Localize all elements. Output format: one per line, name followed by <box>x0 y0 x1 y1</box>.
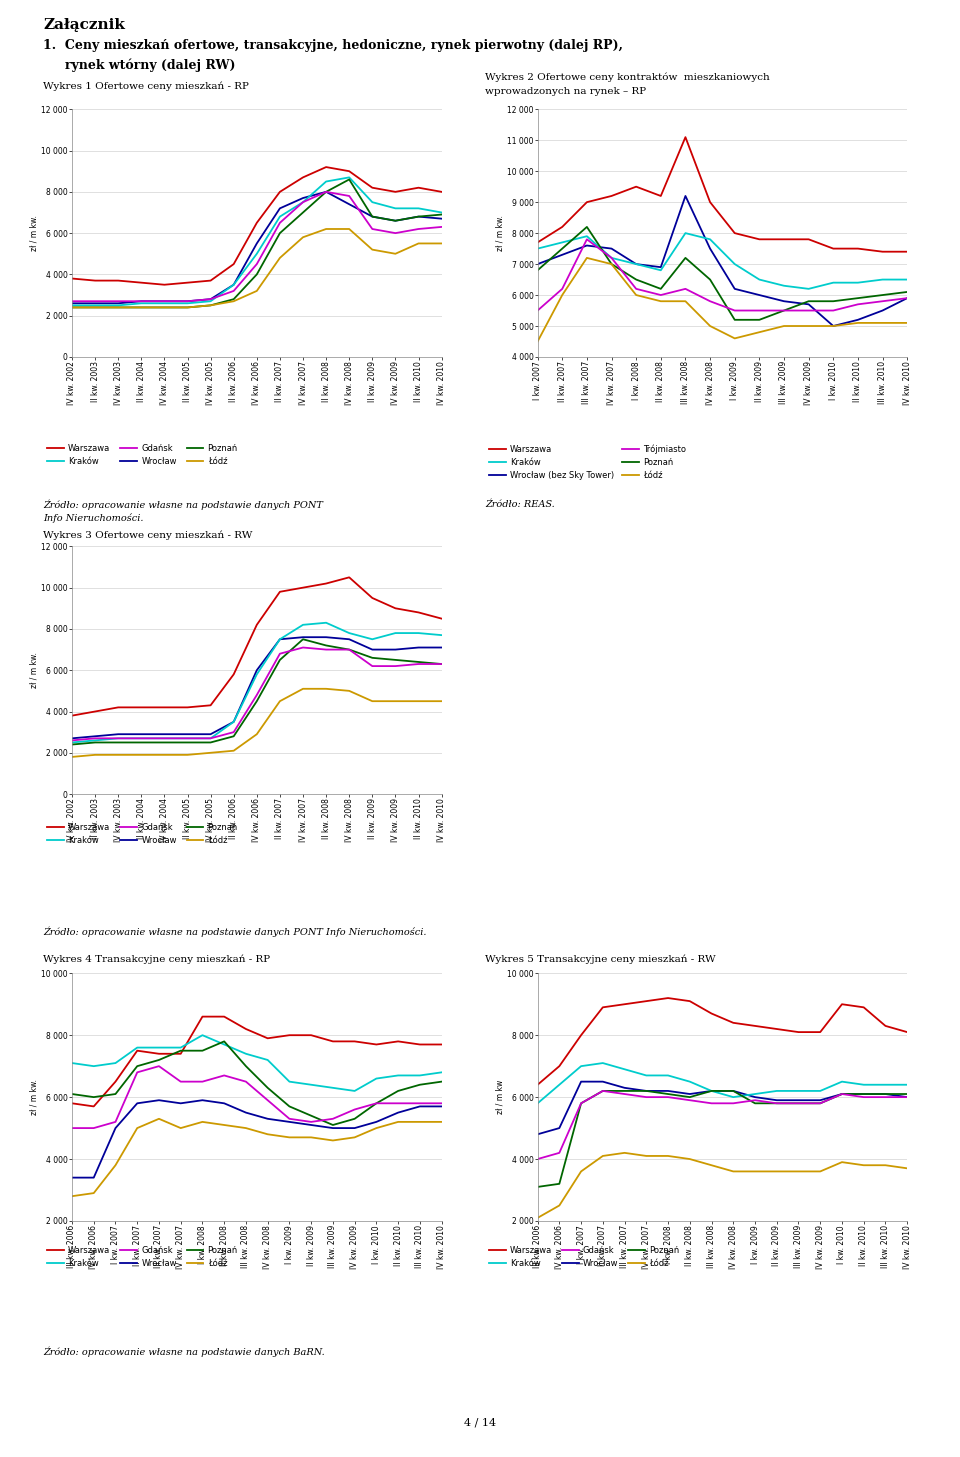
Y-axis label: zł / m kw.: zł / m kw. <box>495 216 504 251</box>
Text: Wykres 2 Ofertowe ceny kontraktów  mieszkaniowych: Wykres 2 Ofertowe ceny kontraktów mieszk… <box>485 73 770 83</box>
Y-axis label: zł / m kw: zł / m kw <box>495 1080 504 1115</box>
Text: Źródło: opracowanie własne na podstawie danych BaRN.: Źródło: opracowanie własne na podstawie … <box>43 1346 324 1356</box>
Legend: Warszawa, Kraków, Gdańsk, Wrocław, Poznań, Łódź: Warszawa, Kraków, Gdańsk, Wrocław, Pozna… <box>489 1246 680 1268</box>
Text: 1.  Ceny mieszkań ofertowe, transakcyjne, hedoniczne, rynek pierwotny (dalej RP): 1. Ceny mieszkań ofertowe, transakcyjne,… <box>43 39 623 52</box>
Legend: Warszawa, Kraków, Gdańsk, Wrocław, Poznań, Łódź: Warszawa, Kraków, Gdańsk, Wrocław, Pozna… <box>47 444 238 466</box>
Y-axis label: zł / m kw.: zł / m kw. <box>30 1080 38 1115</box>
Legend: Warszawa, Kraków, Gdańsk, Wrocław, Poznań, Łódź: Warszawa, Kraków, Gdańsk, Wrocław, Pozna… <box>47 823 238 845</box>
Text: Wykres 3 Ofertowe ceny mieszkań - RW: Wykres 3 Ofertowe ceny mieszkań - RW <box>43 530 252 541</box>
Text: Załącznik: Załącznik <box>43 17 125 32</box>
Text: 4 / 14: 4 / 14 <box>464 1418 496 1428</box>
Text: Źródło: opracowanie własne na podstawie danych PONT Info Nieruchomości.: Źródło: opracowanie własne na podstawie … <box>43 927 426 937</box>
Y-axis label: zł / m kw.: zł / m kw. <box>30 216 38 251</box>
Text: rynek wtórny (dalej RW): rynek wtórny (dalej RW) <box>43 58 236 71</box>
Legend: Warszawa, Kraków, Wrocław (bez Sky Tower), Trójmiasto, Poznań, Łódź: Warszawa, Kraków, Wrocław (bez Sky Tower… <box>489 444 686 479</box>
Text: wprowadzonych na rynek – RP: wprowadzonych na rynek – RP <box>485 87 646 96</box>
Text: Info Nieruchomości.: Info Nieruchomości. <box>43 513 144 523</box>
Text: Źródło: REAS.: Źródło: REAS. <box>485 500 555 508</box>
Text: Wykres 5 Transakcyjne ceny mieszkań - RW: Wykres 5 Transakcyjne ceny mieszkań - RW <box>485 954 715 965</box>
Legend: Warszawa, Kraków, Gdańsk, Wrocław, Poznań, Łódź: Warszawa, Kraków, Gdańsk, Wrocław, Pozna… <box>47 1246 238 1268</box>
Text: Źródło: opracowanie własne na podstawie danych PONT: Źródło: opracowanie własne na podstawie … <box>43 500 324 510</box>
Text: Wykres 4 Transakcyjne ceny mieszkań - RP: Wykres 4 Transakcyjne ceny mieszkań - RP <box>43 954 271 965</box>
Text: Wykres 1 Ofertowe ceny mieszkań - RP: Wykres 1 Ofertowe ceny mieszkań - RP <box>43 82 249 92</box>
Y-axis label: zł / m kw.: zł / m kw. <box>30 653 38 688</box>
